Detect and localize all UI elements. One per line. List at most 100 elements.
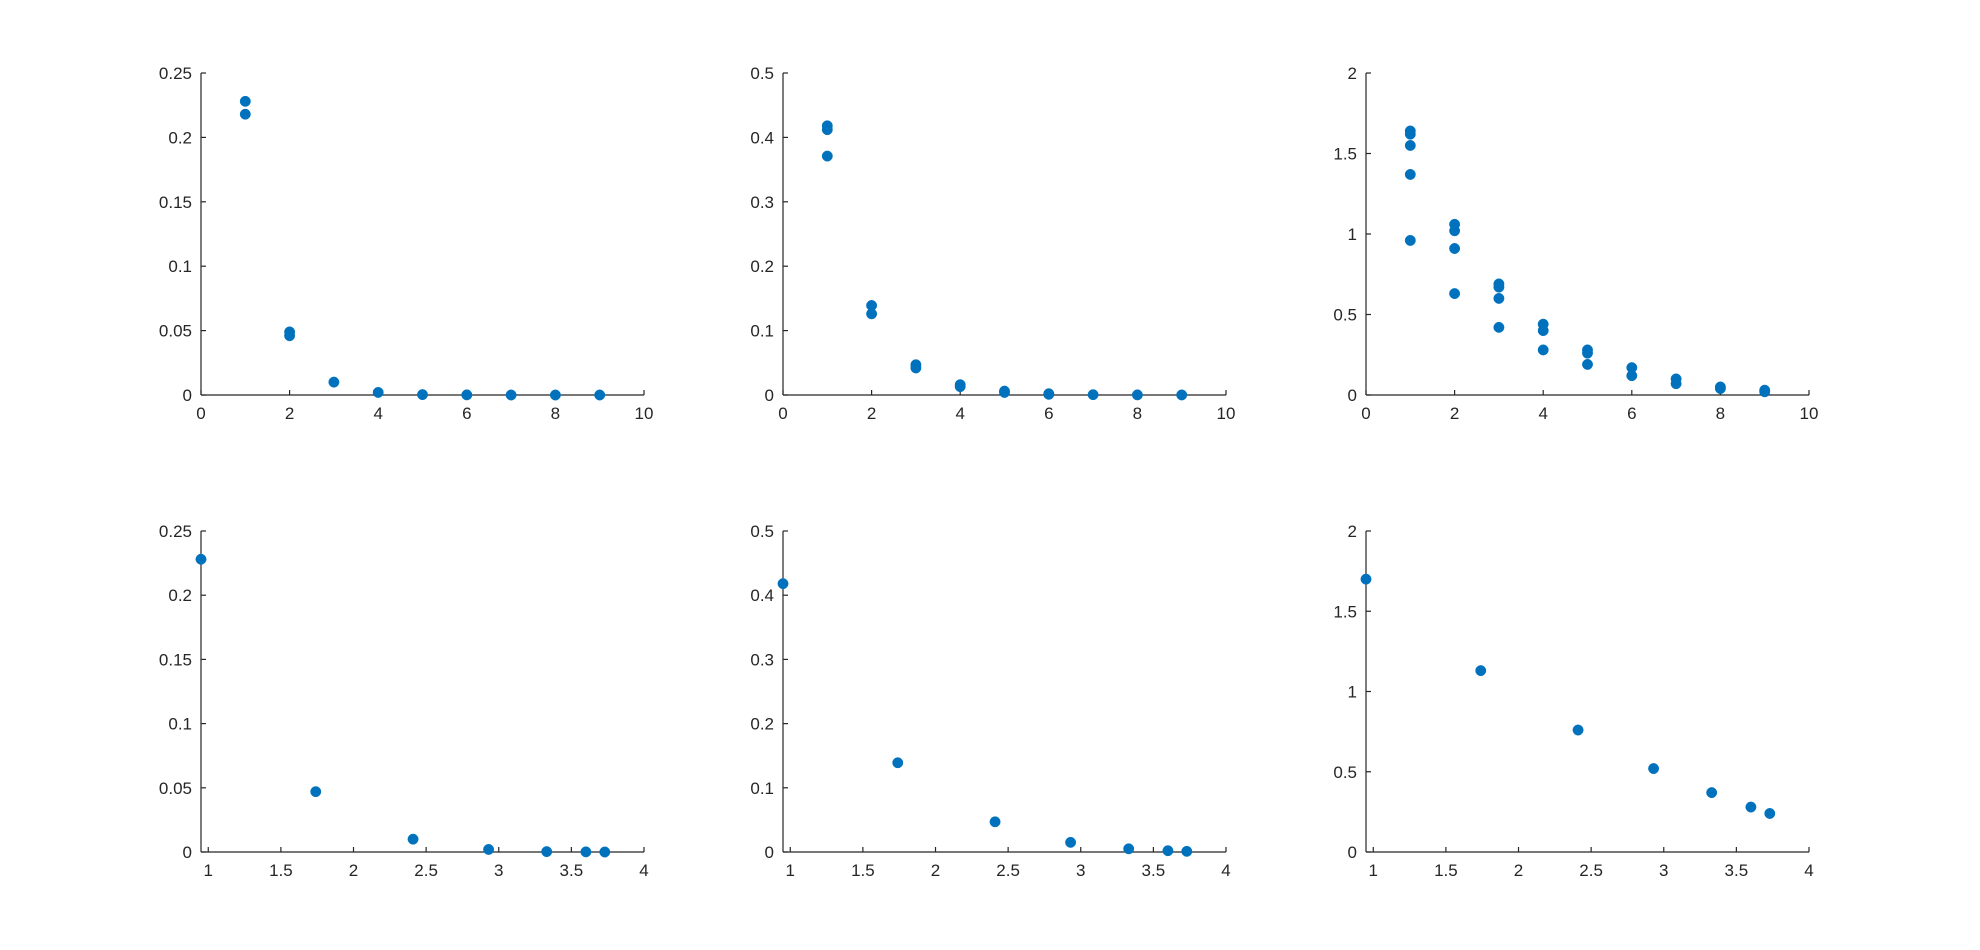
x-tick-label: 10 <box>1800 404 1819 423</box>
y-tick-label: 0.1 <box>750 779 774 798</box>
y-tick-label: 0.05 <box>159 322 192 341</box>
data-point <box>1572 724 1584 736</box>
x-tick-label: 2 <box>1450 404 1459 423</box>
y-tick-label: 0.5 <box>1333 763 1357 782</box>
data-point <box>284 330 296 342</box>
y-tick-label: 0 <box>183 843 192 862</box>
x-tick-label: 4 <box>1538 404 1547 423</box>
y-tick-label: 0.1 <box>750 322 774 341</box>
x-tick-label: 4 <box>1804 861 1813 880</box>
x-tick-label: 3.5 <box>1725 861 1749 880</box>
data-point <box>989 816 1001 828</box>
data-point <box>1475 665 1487 677</box>
data-point <box>1449 243 1461 254</box>
data-point <box>372 386 384 398</box>
data-point <box>1582 358 1593 370</box>
x-tick-label: 1 <box>204 861 213 880</box>
subplot-3: 0 2 4 6 8 10 0 0.5 1 1.5 2 <box>1333 64 1818 423</box>
x-tick-label: 2.5 <box>1579 861 1603 880</box>
y-tick-label: 0.5 <box>750 522 774 541</box>
data-point <box>1131 389 1143 401</box>
data-point <box>1043 388 1055 400</box>
subplot-6: 1 1.5 2 2.5 3 3.5 4 0 0.5 1 1.5 2 <box>1333 522 1813 880</box>
data-point <box>1404 168 1416 180</box>
y-tick-label: 0.1 <box>168 715 192 734</box>
data-point <box>1670 378 1682 390</box>
y-tick-label: 0.1 <box>168 257 192 276</box>
y-tick-label: 1.5 <box>1333 145 1357 164</box>
data-point <box>1537 344 1549 356</box>
x-tick-label: 1 <box>786 861 795 880</box>
x-tick-label: 2 <box>867 404 876 423</box>
x-tick-label: 3.5 <box>1142 861 1166 880</box>
data-point <box>1404 140 1416 151</box>
x-tick-label: 2 <box>349 861 358 880</box>
x-tick-label: 2 <box>931 861 940 880</box>
data-point <box>1706 787 1718 799</box>
y-tick-label: 0.3 <box>750 650 774 669</box>
y-tick-label: 0 <box>765 386 774 405</box>
x-tick-label: 6 <box>462 404 471 423</box>
data-point <box>239 95 251 107</box>
data-point <box>1582 347 1593 359</box>
data-point <box>1404 128 1416 140</box>
y-tick-label: 0.4 <box>750 128 774 147</box>
data-point <box>461 389 473 401</box>
data-point <box>1176 389 1188 401</box>
data-point <box>1404 234 1416 246</box>
x-tick-label: 4 <box>373 404 382 423</box>
y-tick-label: 0.15 <box>159 650 192 669</box>
data-point <box>1626 370 1638 382</box>
y-tick-label: 0 <box>765 843 774 862</box>
subplot-4: 1 1.5 2 2.5 3 3.5 4 0 0.05 0.1 0.15 0.2 0.25 <box>159 522 649 880</box>
y-tick-label: 0.2 <box>168 128 192 147</box>
y-tick-label: 0.25 <box>159 522 192 541</box>
x-tick-label: 3 <box>1076 861 1085 880</box>
data-point <box>821 150 833 162</box>
y-tick-label: 0.5 <box>750 64 774 83</box>
x-tick-label: 2 <box>285 404 294 423</box>
y-tick-label: 0.05 <box>159 779 192 798</box>
data-point <box>549 389 561 401</box>
data-point <box>195 553 207 565</box>
x-tick-label: 0 <box>196 404 205 423</box>
y-tick-label: 0.5 <box>1333 306 1357 325</box>
data-point <box>1087 389 1099 401</box>
y-tick-label: 0.2 <box>750 257 774 276</box>
subplot-2: 0 2 4 6 8 10 0 0.1 0.2 0.3 0.4 0.5 <box>750 64 1235 423</box>
data-point <box>866 308 878 320</box>
x-tick-label: 8 <box>1716 404 1725 423</box>
data-point <box>1714 383 1726 395</box>
data-point <box>594 389 606 401</box>
data-point <box>417 389 428 401</box>
x-tick-label: 6 <box>1044 404 1053 423</box>
x-tick-label: 8 <box>551 404 560 423</box>
y-tick-label: 2 <box>1348 64 1357 83</box>
y-tick-label: 0 <box>1348 843 1357 862</box>
data-point <box>1449 288 1461 300</box>
y-tick-label: 0 <box>183 386 192 405</box>
data-point <box>821 124 833 136</box>
x-tick-label: 4 <box>955 404 964 423</box>
data-point <box>1764 808 1776 819</box>
data-point <box>1162 845 1174 857</box>
y-tick-label: 2 <box>1348 522 1357 541</box>
x-tick-label: 6 <box>1627 404 1636 423</box>
data-point <box>1065 836 1077 848</box>
data-point <box>1181 845 1193 857</box>
y-tick-label: 0.2 <box>168 586 192 605</box>
y-tick-label: 0.3 <box>750 193 774 212</box>
data-point <box>599 846 611 858</box>
x-tick-label: 1.5 <box>851 861 875 880</box>
data-point <box>954 381 966 393</box>
x-tick-label: 2 <box>1514 861 1523 880</box>
data-point <box>1537 325 1549 337</box>
data-point <box>483 843 495 855</box>
subplot-5: 1 1.5 2 2.5 3 3.5 4 0 0.1 0.2 0.3 0.4 0.5 <box>750 522 1230 880</box>
data-point <box>239 108 251 120</box>
y-tick-label: 0.15 <box>159 193 192 212</box>
x-tick-label: 0 <box>778 404 787 423</box>
data-point <box>505 389 517 401</box>
x-tick-label: 1.5 <box>269 861 293 880</box>
